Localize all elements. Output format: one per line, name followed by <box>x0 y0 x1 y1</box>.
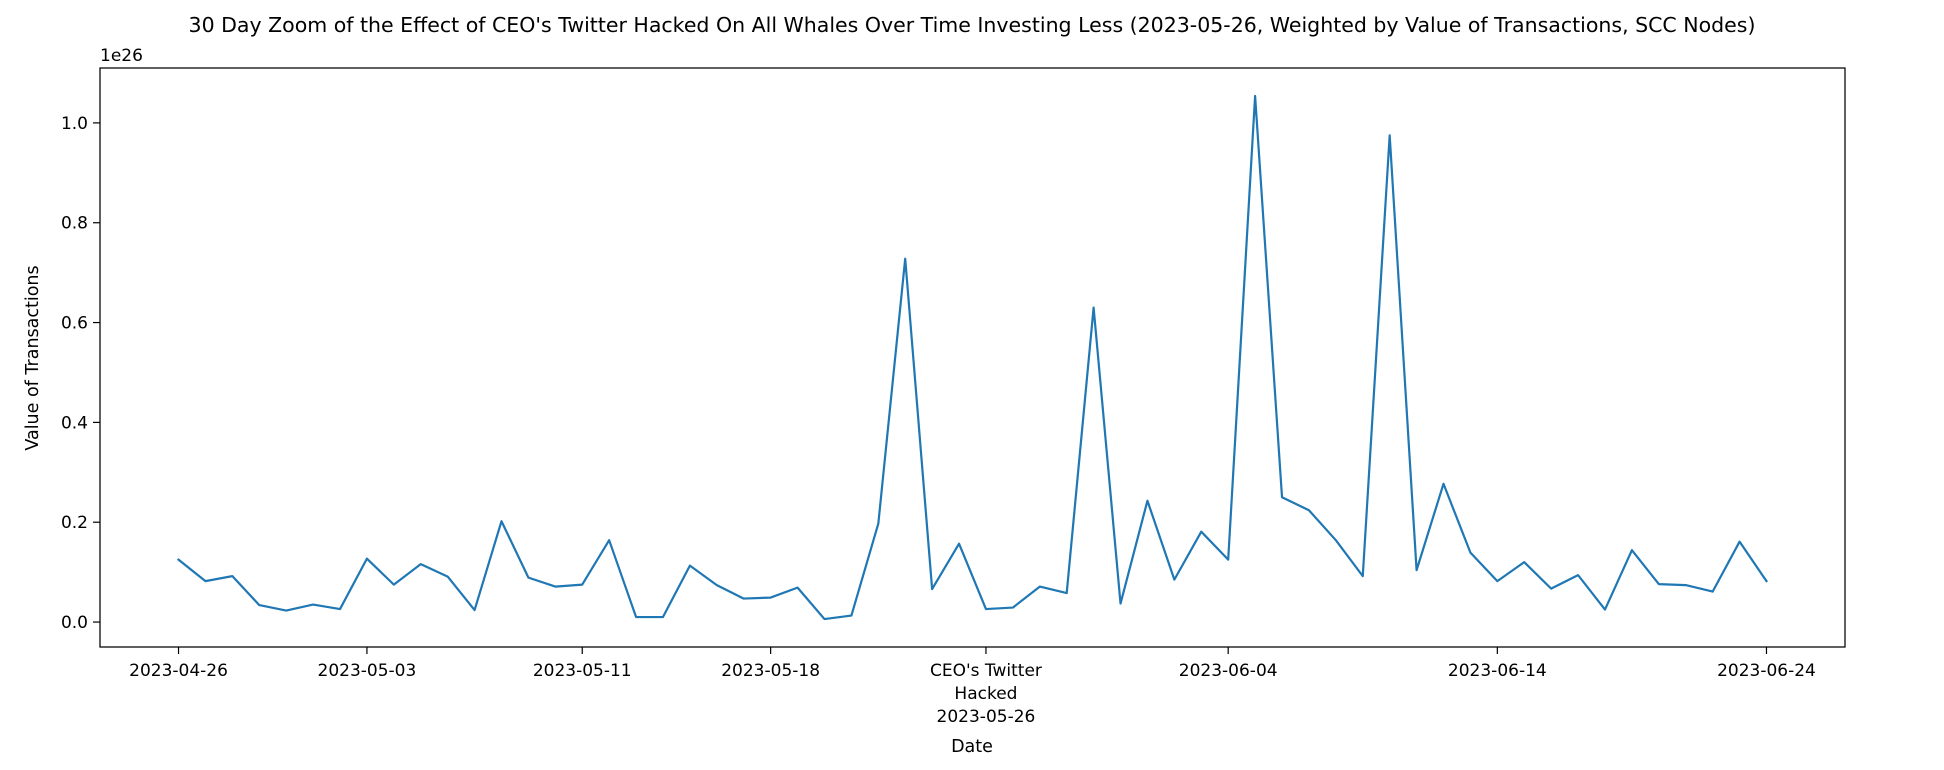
x-tick-label: 2023-06-24 <box>1717 661 1816 681</box>
x-tick-label: 2023-05-11 <box>533 661 632 681</box>
x-tick-label: 2023-04-26 <box>129 661 228 681</box>
y-tick-label: 0.8 <box>61 214 88 234</box>
x-axis-ticks: 2023-04-26 2023-05-03 2023-05-11 2023-05-18… <box>129 647 1816 727</box>
y-axis-label: Value of Transactions <box>23 265 43 450</box>
y-tick-label: 1.0 <box>61 114 88 134</box>
x-tick-label: CEO's Twitter Hacked 2023-05-26 <box>930 661 1042 727</box>
y-axis-ticks: 0.0 0.2 0.4 0.6 0.8 1.0 <box>61 114 100 633</box>
y-tick-label: 0.6 <box>61 314 88 334</box>
x-tick-label: 2023-05-03 <box>318 661 417 681</box>
y-offset-label: 1e26 <box>100 46 143 66</box>
y-tick-label: 0.0 <box>61 613 88 633</box>
y-tick-label: 0.4 <box>61 413 88 433</box>
x-tick-label: 2023-06-04 <box>1179 661 1278 681</box>
x-tick-label: 2023-06-14 <box>1448 661 1547 681</box>
series-layer <box>176 94 1768 621</box>
x-axis-label: Date <box>951 737 993 757</box>
x-tick-label: 2023-05-18 <box>721 661 820 681</box>
chart-title: 30 Day Zoom of the Effect of CEO's Twitt… <box>189 13 1756 37</box>
plot-frame <box>99 67 1846 648</box>
y-tick-label: 0.2 <box>61 513 88 533</box>
series-line <box>176 94 1768 621</box>
